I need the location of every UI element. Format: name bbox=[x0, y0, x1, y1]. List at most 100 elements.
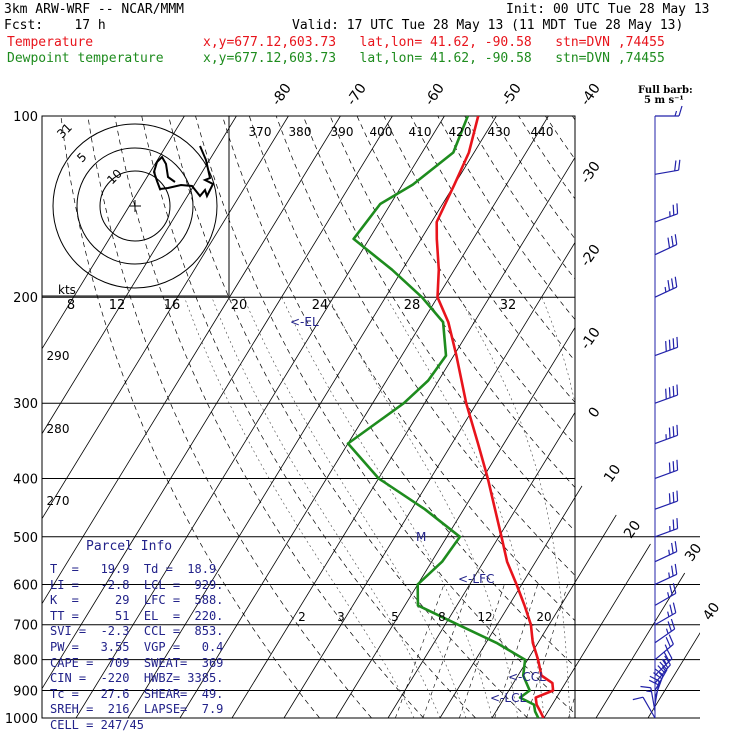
wind-barb-flag bbox=[670, 618, 676, 630]
wind-barb-flag bbox=[671, 278, 674, 289]
lcl-marker: <-LCL bbox=[490, 691, 526, 705]
mixing-ratio-line bbox=[568, 694, 575, 718]
dry-adiabat-line bbox=[60, 116, 320, 718]
moist-adiabat-line bbox=[281, 297, 493, 718]
model-title: 3km ARW-WRF -- NCAR/MMM bbox=[4, 2, 185, 17]
wind-barb bbox=[654, 424, 679, 445]
theta-label: 430 bbox=[488, 125, 511, 139]
moist-adiabat-line bbox=[211, 297, 441, 718]
wind-barb-flag bbox=[653, 672, 663, 680]
wind-barb bbox=[654, 583, 677, 606]
wind-barb bbox=[654, 634, 674, 661]
wind-barb bbox=[654, 518, 679, 538]
barb-note-line2: 5 m s⁻¹ bbox=[644, 95, 684, 106]
isotherm-label: 0 bbox=[586, 404, 604, 420]
isotherm-label: -40 bbox=[578, 81, 604, 109]
wind-barb-staff bbox=[642, 696, 656, 719]
isotherm-line bbox=[42, 116, 289, 718]
hodo-speed-label: 12 bbox=[109, 298, 126, 313]
init-time: Init: 00 UTC Tue 28 May 13 bbox=[506, 2, 710, 17]
wind-barb bbox=[640, 685, 656, 712]
parcel-row: Tc = 27.6 SHEAR= 49. bbox=[50, 686, 224, 701]
wind-barb-flag bbox=[668, 462, 671, 474]
mixing-ratio-line bbox=[422, 584, 471, 718]
wind-barb-flag bbox=[664, 655, 671, 666]
isotherm-label: -60 bbox=[422, 81, 448, 109]
isotherm-label: 30 bbox=[682, 541, 705, 565]
parcel-row: PW = 3.55 VGP = 0.4 bbox=[50, 640, 224, 654]
parcel-row: K = 29 LFC = 588. bbox=[50, 593, 224, 608]
wind-barb bbox=[654, 541, 678, 563]
wind-barb-flag bbox=[667, 280, 671, 291]
wind-barb-flag bbox=[674, 541, 678, 552]
wind-barb-staff bbox=[654, 643, 674, 661]
wind-barb-flag bbox=[676, 424, 679, 436]
dry-adiabat-line bbox=[356, 116, 575, 446]
lfc-marker: <-LFC bbox=[458, 572, 494, 586]
isotherm-label: 10 bbox=[601, 462, 624, 486]
hodo-ring bbox=[76, 147, 194, 265]
dry-adiabat-line bbox=[410, 116, 575, 362]
wind-barb-flag bbox=[676, 459, 679, 471]
wind-barb-flag bbox=[676, 203, 679, 214]
dry-adiabat-line bbox=[87, 116, 372, 718]
dry-adiabat-line bbox=[491, 116, 575, 240]
parcel-row: T = 19.9 Td = 18.9 bbox=[50, 562, 217, 576]
dry-adiabat-line bbox=[168, 116, 528, 718]
temperature-legend-label: Temperature bbox=[7, 35, 94, 50]
wind-barb-flag bbox=[676, 518, 679, 529]
wind-barb-flag bbox=[672, 338, 675, 349]
pressure-tick-label: 1000 bbox=[5, 712, 38, 727]
theta-label: 290 bbox=[47, 349, 70, 363]
isotherm-line bbox=[439, 116, 700, 718]
dry-adiabat-line bbox=[195, 116, 575, 715]
mixing-ratio-line bbox=[395, 584, 445, 718]
parcel-row: SREH = 216 LAPSE= 7.9 bbox=[50, 702, 224, 717]
wind-barb-flag bbox=[676, 336, 679, 348]
isotherm-label: -80 bbox=[269, 81, 295, 109]
wind-barb-halfflag bbox=[674, 110, 678, 117]
wind-barb bbox=[654, 276, 678, 298]
wind-barb-halfflag bbox=[664, 644, 668, 650]
wind-barb-flag bbox=[669, 604, 673, 615]
wind-barb bbox=[654, 490, 679, 510]
temperature-legend-info: x,y=677.12,603.73 lat,lon= 41.62, -90.58… bbox=[203, 35, 665, 50]
mixing-ratio-label: 3 bbox=[337, 610, 345, 624]
hodo-speed-label: 20 bbox=[231, 298, 248, 313]
parcel-row: TT = 51 EL = 220. bbox=[50, 608, 224, 623]
wind-barb-halfflag bbox=[658, 672, 664, 678]
wind-barb bbox=[654, 459, 679, 480]
wind-barb-flag bbox=[671, 235, 674, 247]
pressure-tick-label: 200 bbox=[13, 291, 38, 306]
moist-adiabat-line bbox=[386, 297, 545, 718]
wind-barb bbox=[654, 602, 677, 626]
pressure-tick-label: 900 bbox=[13, 684, 38, 699]
wind-barb-flag bbox=[632, 696, 644, 701]
theta-label: 440 bbox=[531, 125, 554, 139]
mixing-ratio-label: 8 bbox=[438, 610, 446, 624]
dry-adiabat-line bbox=[626, 116, 740, 718]
wind-barb-halfflag bbox=[665, 628, 669, 634]
wind-barb-flag bbox=[668, 387, 671, 398]
theta-label: 390 bbox=[331, 125, 354, 139]
wind-barb-flag bbox=[668, 427, 671, 439]
parcel-info-title: Parcel Info bbox=[86, 539, 173, 554]
wind-barb-flag bbox=[672, 602, 677, 613]
theta-label: 270 bbox=[47, 494, 70, 508]
hodo-ring-label: 31 bbox=[54, 120, 75, 141]
wind-barb bbox=[654, 384, 679, 404]
wind-barb-flag bbox=[678, 159, 681, 171]
isotherm-label: -50 bbox=[499, 81, 525, 109]
dewpoint-profile bbox=[346, 116, 540, 718]
mixing-ratio-label: 5 bbox=[391, 610, 399, 624]
hodo-ring bbox=[99, 170, 171, 242]
mixing-ratio-label: 12 bbox=[477, 610, 492, 624]
wind-barb bbox=[654, 234, 678, 256]
wind-barb bbox=[654, 203, 679, 223]
isotherm-label: -10 bbox=[578, 325, 604, 353]
wind-barb-flag bbox=[674, 563, 678, 575]
wind-barb-staff bbox=[654, 528, 678, 538]
wind-barb-flag bbox=[672, 461, 675, 472]
wind-barb-flag bbox=[666, 649, 673, 659]
isotherm-label: -30 bbox=[578, 159, 604, 187]
